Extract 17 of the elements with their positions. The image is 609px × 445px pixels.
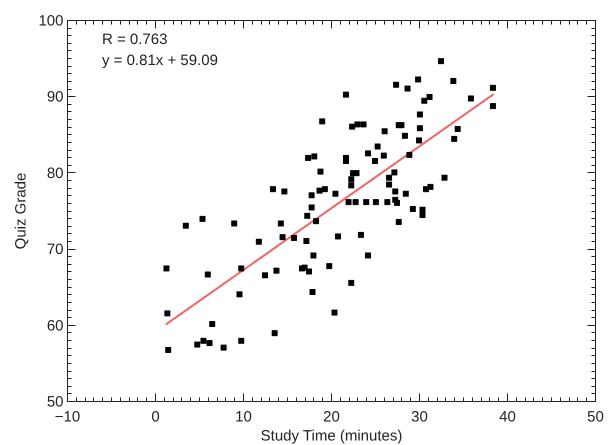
y-tick-label: 100 xyxy=(38,12,64,30)
x-tick-label: 20 xyxy=(323,408,340,426)
x-tick-label: 50 xyxy=(587,408,604,426)
y-tick-label: 80 xyxy=(46,164,64,182)
y-tick-label: 50 xyxy=(46,394,64,410)
x-tick-label: 0 xyxy=(151,408,160,426)
y-tick-label: 70 xyxy=(46,241,64,258)
annotation: y = 0.81x + 59.09 xyxy=(102,52,218,69)
y-axis-title: Quiz Grade xyxy=(12,172,30,250)
y-tick-label: 90 xyxy=(46,88,64,106)
y-tick-label: 60 xyxy=(46,317,64,334)
x-tick-label: −10 xyxy=(54,408,80,426)
annotation: R = 0.763 xyxy=(102,31,168,48)
x-axis-title: Study Time (minutes) xyxy=(260,428,402,444)
x-tick-label: 30 xyxy=(411,408,428,426)
x-tick-label: 40 xyxy=(499,408,516,426)
x-tick-label: 10 xyxy=(235,408,252,426)
